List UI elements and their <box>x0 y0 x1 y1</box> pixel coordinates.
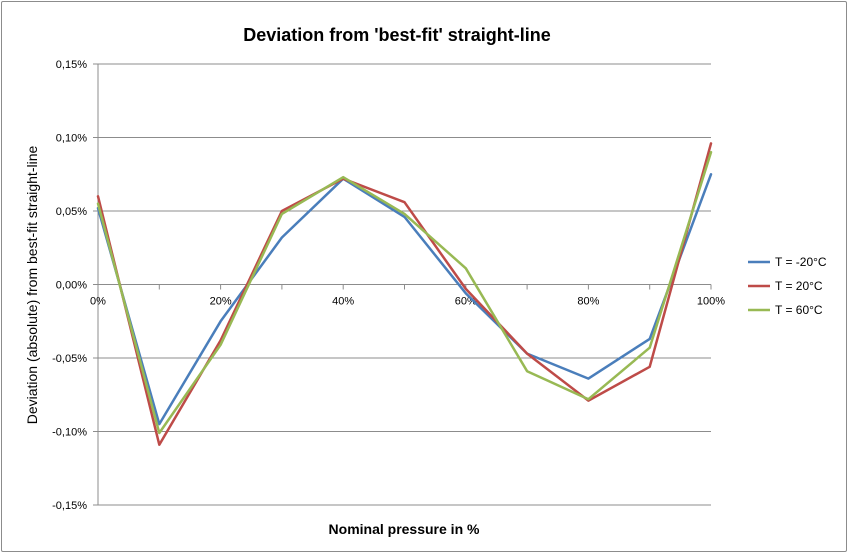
axes <box>93 63 712 506</box>
series-lines <box>96 142 713 446</box>
series-line-0 <box>96 173 713 426</box>
x-tick-label: 0% <box>90 296 106 308</box>
legend-label-0: T = -20°C <box>775 255 827 269</box>
series-line-1 <box>96 142 713 446</box>
x-tick-label: 100% <box>697 296 725 308</box>
tick-labels: 0,15% 0,10% 0,05% 0,00% -0,05% -0,10% -0,15% 0%… <box>52 59 725 512</box>
y-tick-label: 0,05% <box>56 206 87 218</box>
y-tick-label: 0,10% <box>56 133 87 145</box>
y-axis-title: Deviation (absolute) from best-fit strai… <box>24 146 40 425</box>
x-tick-label: 80% <box>577 296 599 308</box>
y-tick-label: 0,15% <box>56 59 87 71</box>
y-tick-label: -0,10% <box>52 427 87 439</box>
legend-label-1: T = 20°C <box>775 279 823 293</box>
y-tick-label: -0,05% <box>52 353 87 365</box>
series-line-2 <box>96 150 713 435</box>
legend: T = -20°C T = 20°C T = 60°C <box>748 255 827 317</box>
x-tick-label: 20% <box>210 296 232 308</box>
x-axis-title: Nominal pressure in % <box>329 521 480 537</box>
y-tick-label: -0,15% <box>52 500 87 512</box>
chart-title: Deviation from 'best-fit' straight-line <box>243 25 551 45</box>
legend-label-2: T = 60°C <box>775 303 823 317</box>
y-tick-label: 0,00% <box>56 280 87 292</box>
x-tick-label: 40% <box>332 296 354 308</box>
